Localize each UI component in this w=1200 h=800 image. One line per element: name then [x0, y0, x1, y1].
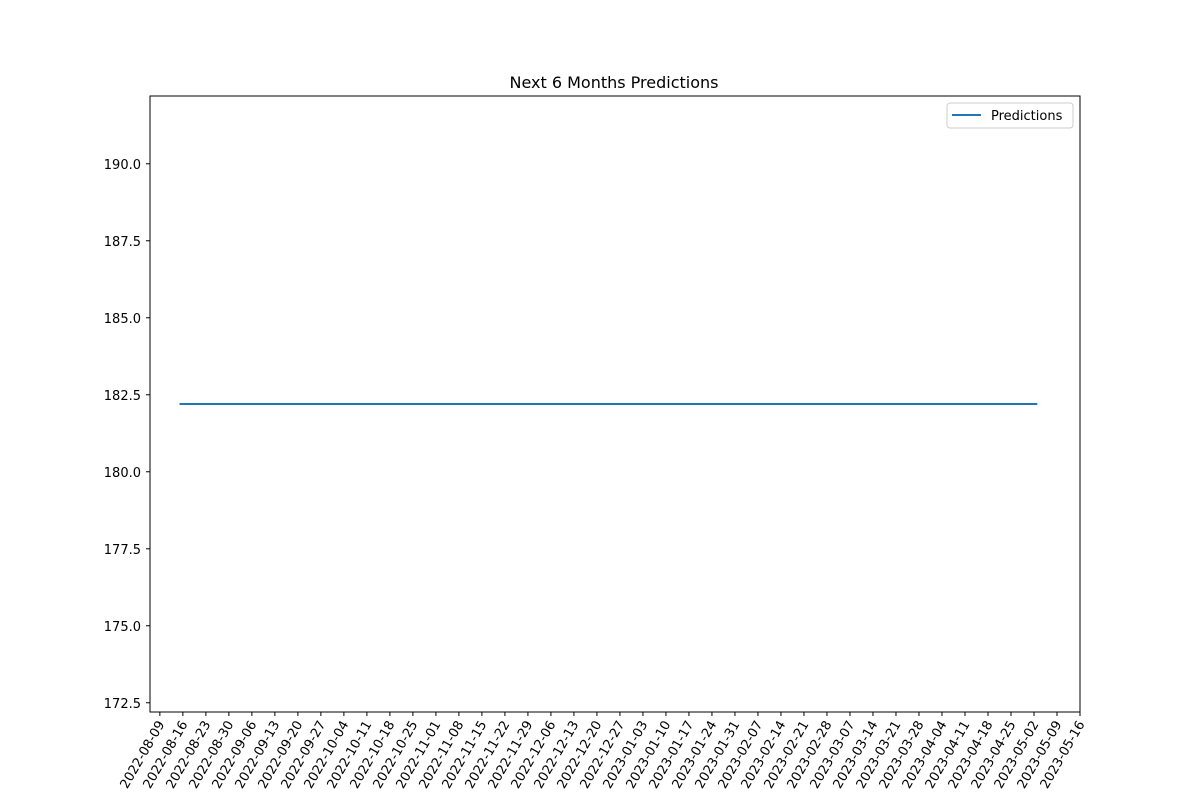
y-tick-label: 177.5 [104, 543, 141, 558]
plot-area [149, 95, 1081, 713]
x-axis: 2022-08-092022-08-162022-08-232022-08-30… [118, 712, 1088, 791]
legend: Predictions [946, 102, 1074, 129]
y-axis: 172.5 175.0 177.5 180.0 182.5 185.0 187.5 190.0 [104, 158, 150, 712]
y-tick-label: 182.5 [104, 389, 141, 404]
y-tick-label: 180.0 [104, 466, 141, 481]
y-tick-label: 175.0 [104, 620, 141, 635]
legend-box [946, 102, 1074, 129]
chart-title: Next 6 Months Predictions [509, 73, 718, 92]
y-tick-label: 187.5 [104, 235, 141, 250]
y-tick-label: 185.0 [104, 312, 141, 327]
y-tick-label: 190.0 [104, 158, 141, 173]
y-tick-label: 172.5 [104, 697, 141, 712]
legend-label: Predictions [991, 109, 1063, 124]
